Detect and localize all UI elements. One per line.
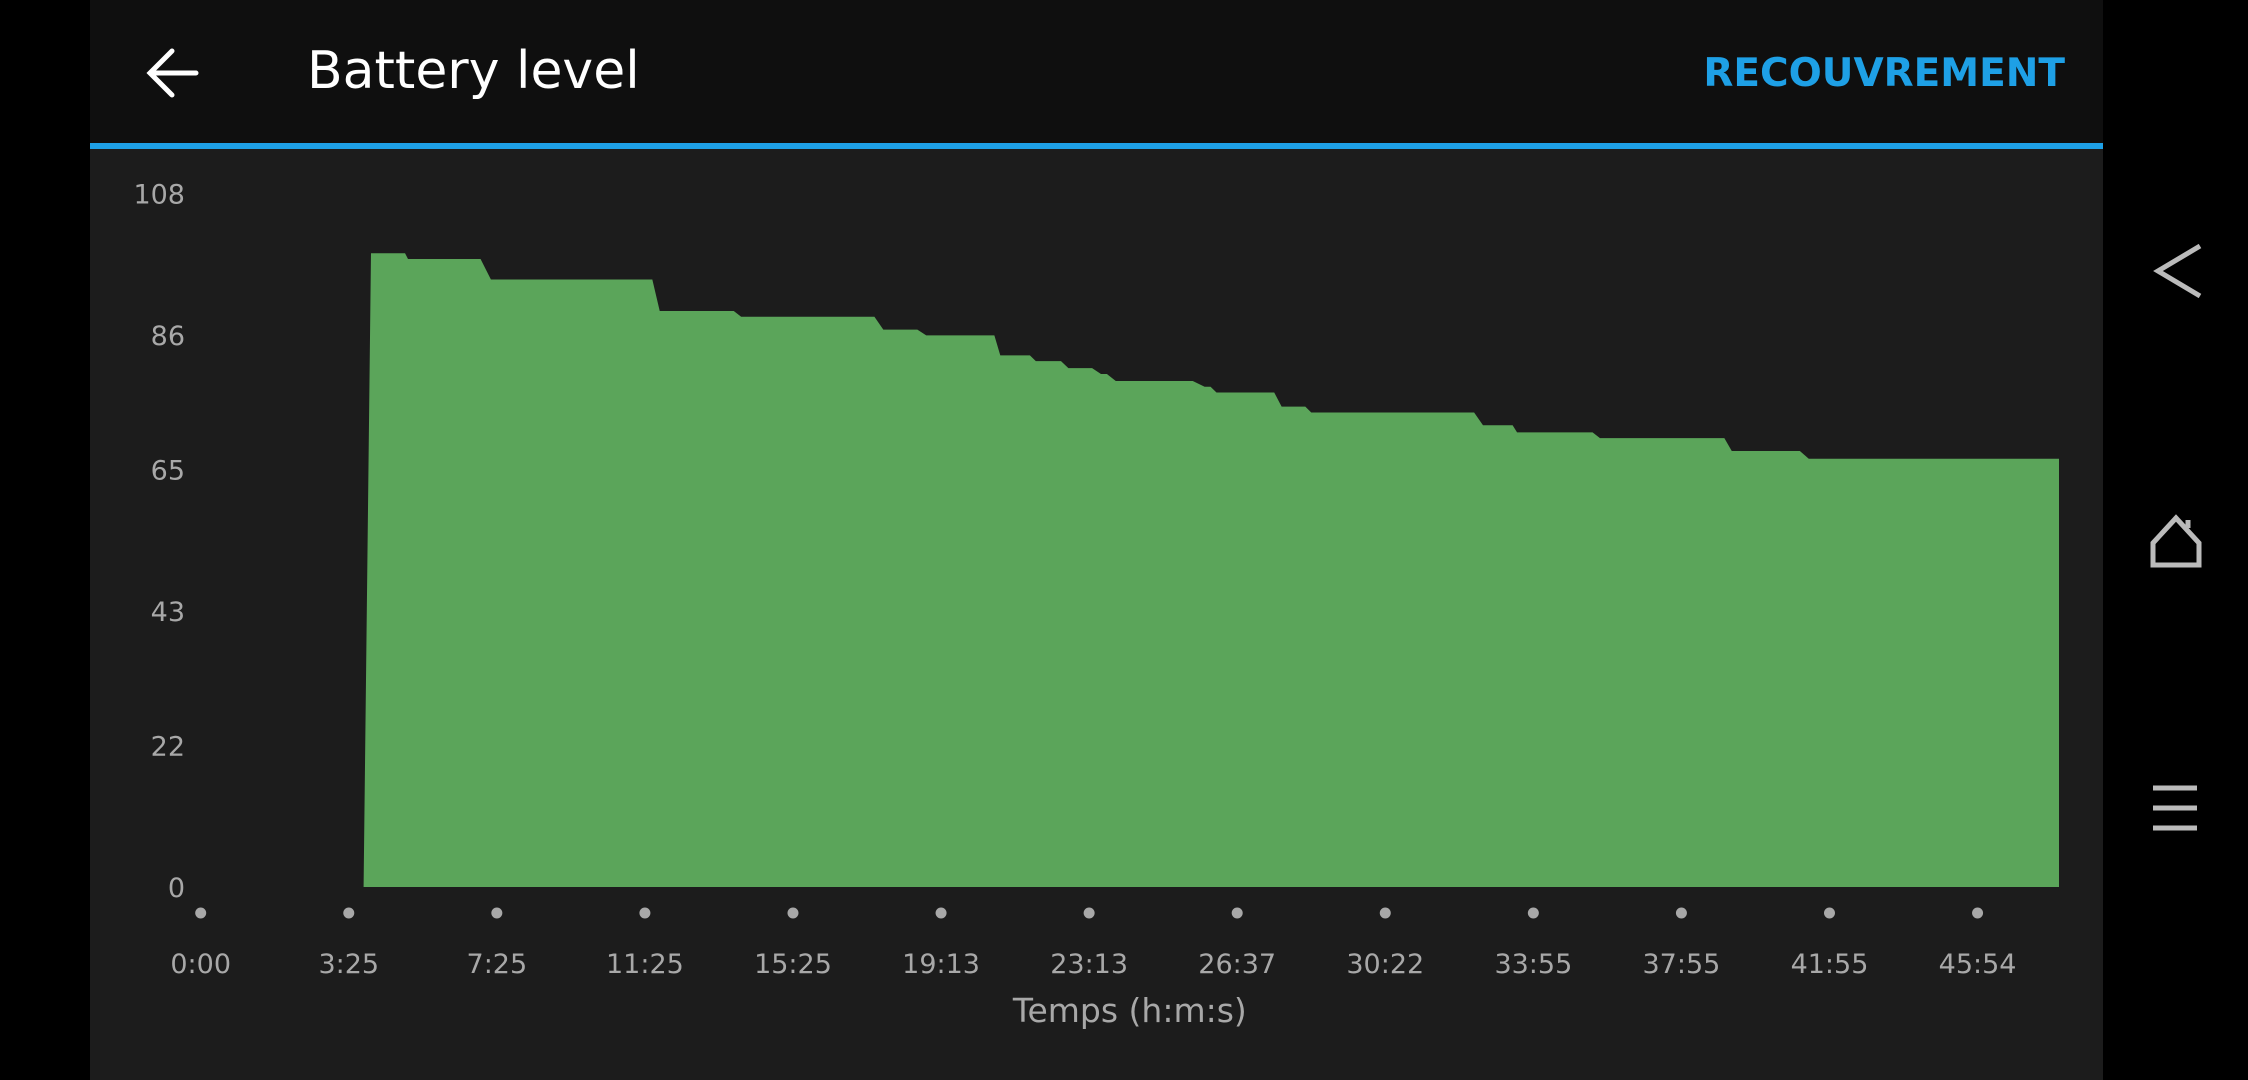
page-title: Battery level [307,41,640,101]
x-axis-title: Temps (h:m:s) [1012,991,1247,1030]
x-tick-label: 15:25 [754,949,832,980]
x-tick-label: 19:13 [902,949,980,980]
x-tick-dot [1675,907,1687,919]
x-tick-dot [1231,907,1243,919]
x-tick-label: 45:54 [1939,949,2017,980]
x-tick-label: 23:13 [1050,949,1128,980]
plot: 0 22 43 65 86 108 0:00 3:25 7:25 11:25 15:25 19:13 2… [133,180,2060,1030]
app-bar-underline [90,143,2103,149]
x-tick-dot [343,907,355,919]
x-tick-dot [195,907,207,919]
x-tick-dot [491,907,503,919]
x-tick-label: 33:55 [1494,949,1572,980]
app-bar [90,0,2103,143]
x-tick-dot [1972,907,1984,919]
y-tick-label: 22 [151,732,185,763]
x-tick-label: 26:37 [1198,949,1276,980]
x-tick-label: 41:55 [1791,949,1869,980]
battery-area [363,253,2060,888]
action-button[interactable]: RECOUVREMENT [1703,51,2065,96]
x-tick-label: 7:25 [467,949,528,980]
x-tick-label: 11:25 [606,949,684,980]
back-button[interactable] [146,48,199,98]
y-tick-label: 65 [151,456,185,487]
y-tick-label: 86 [151,321,185,352]
x-tick-dot [1823,907,1835,919]
y-tick-label: 43 [151,597,185,628]
x-tick-dot [1083,907,1095,919]
x-tick-label: 0:00 [170,949,231,980]
nav-menu[interactable] [2153,785,2197,831]
x-tick-label: 3:25 [318,949,379,980]
x-tick-label: 37:55 [1643,949,1721,980]
x-tick-dot [935,907,947,919]
x-tick-dot [787,907,799,919]
x-tick-dot [1527,907,1539,919]
y-tick-label: 108 [133,180,185,211]
nav-back[interactable] [2153,243,2202,299]
x-tick-dot [1379,907,1391,919]
nav-home[interactable] [2150,514,2202,568]
y-tick-label: 0 [168,873,185,904]
x-tick-dot [639,907,651,919]
x-tick-label: 30:22 [1346,949,1424,980]
